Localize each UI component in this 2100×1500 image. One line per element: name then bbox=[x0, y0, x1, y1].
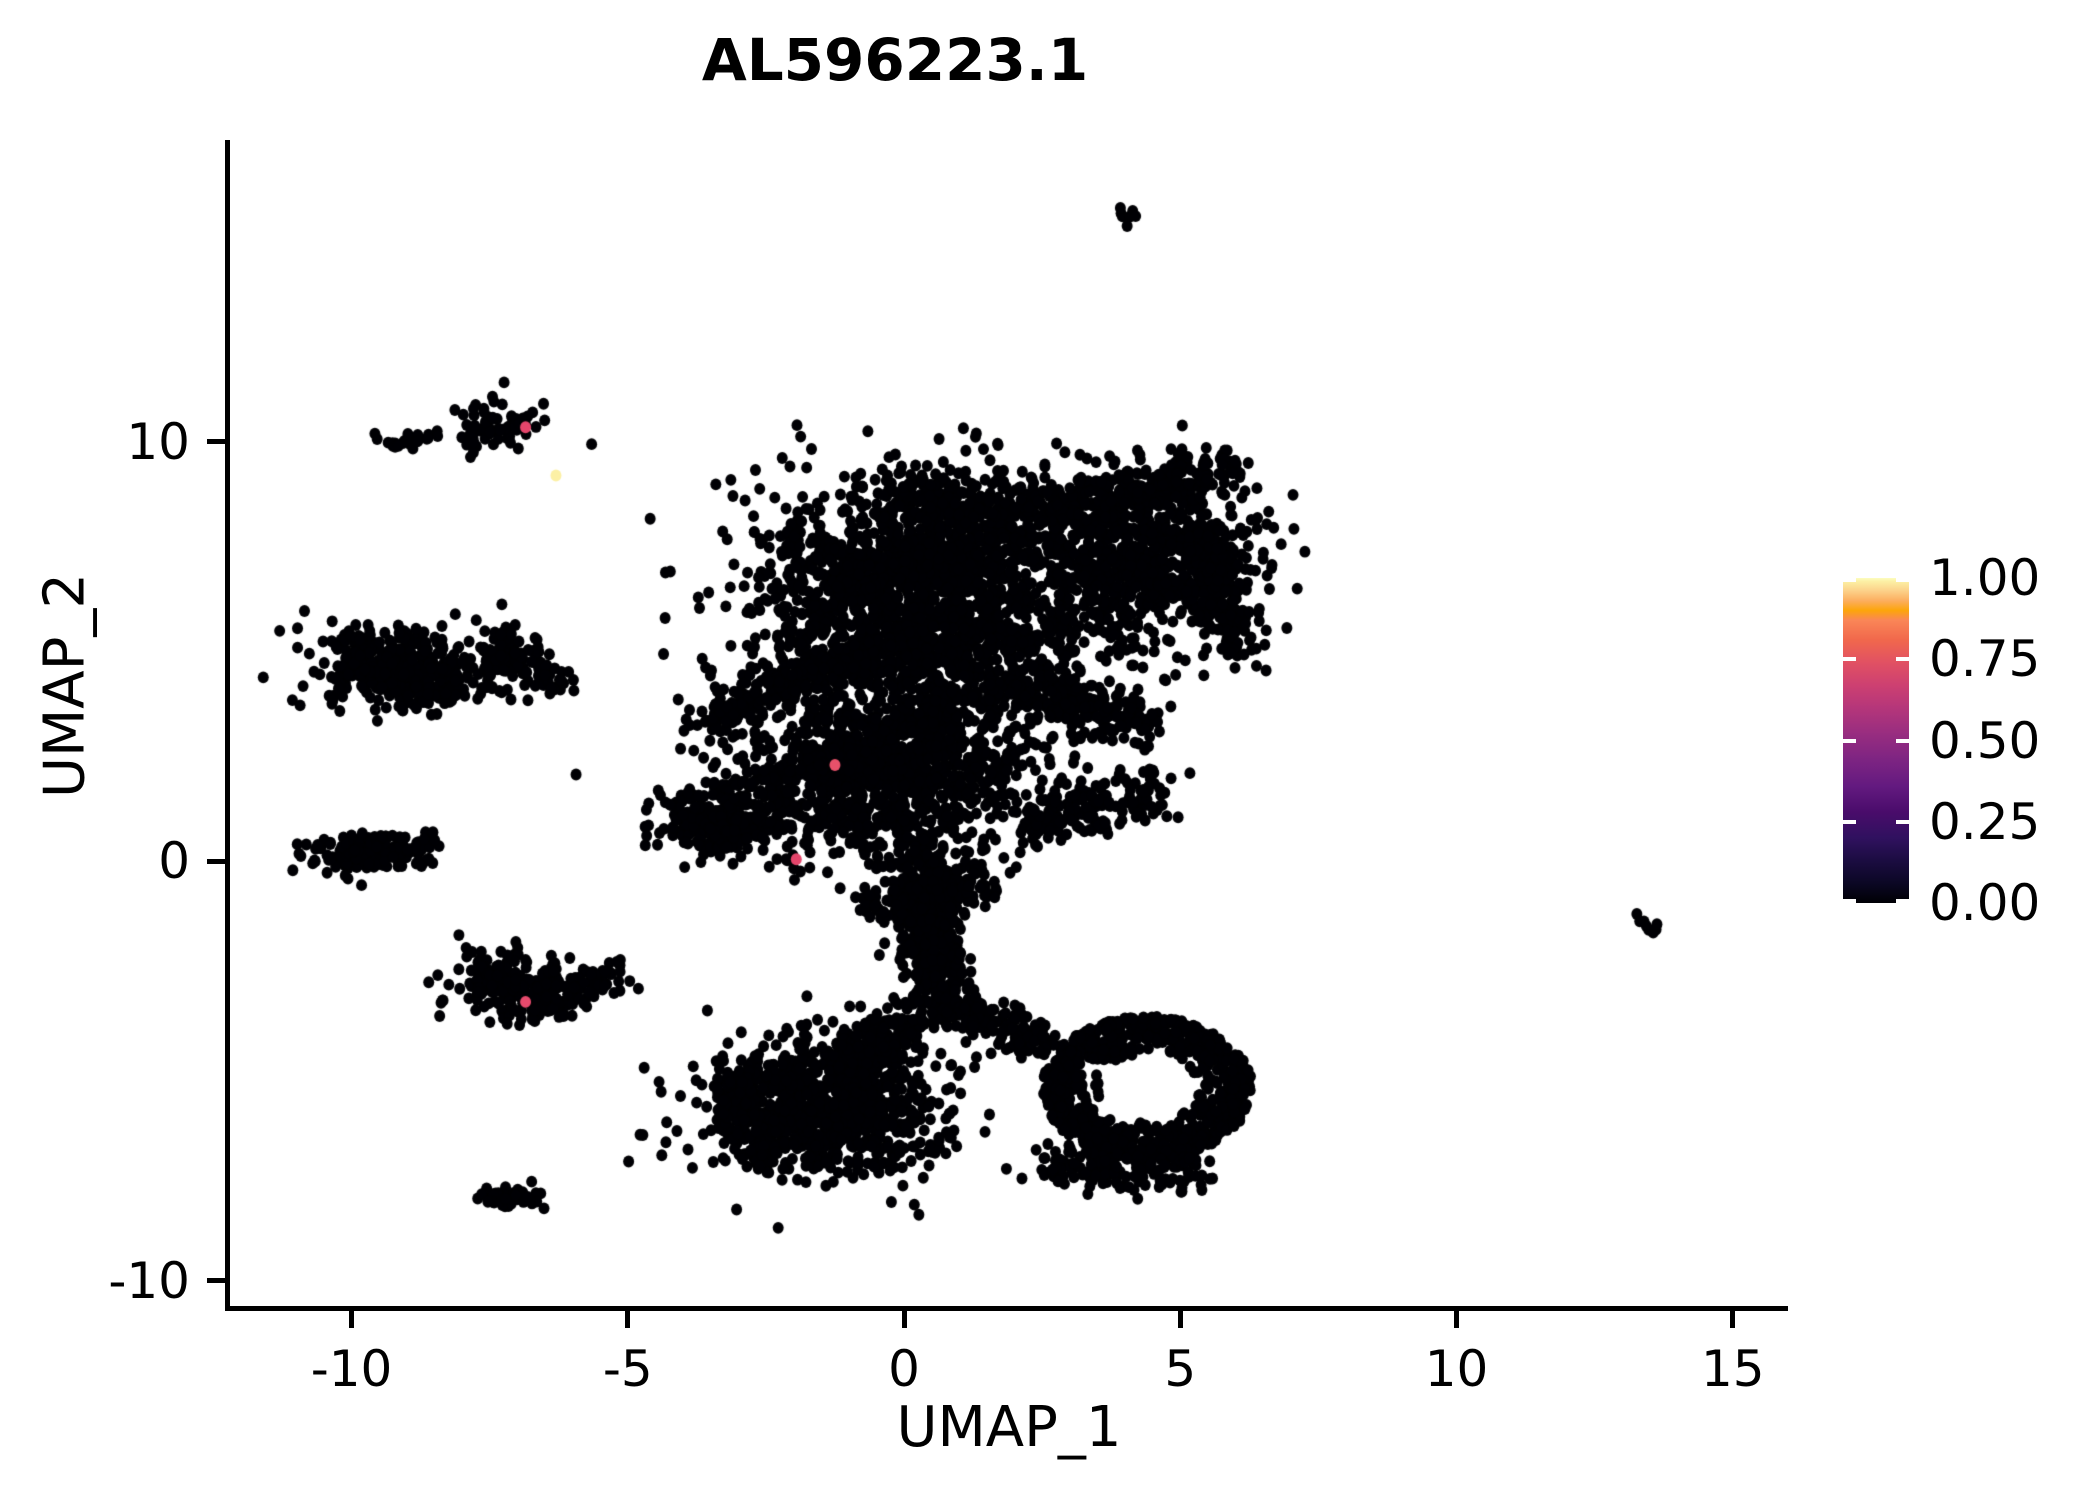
colorbar-tick-mark bbox=[1843, 657, 1856, 662]
y-tick-label: -10 bbox=[108, 1251, 190, 1310]
colorbar-tick-mark bbox=[1843, 819, 1856, 824]
x-tick-label: -5 bbox=[602, 1340, 653, 1398]
page-title: AL596223.1 bbox=[701, 26, 1089, 94]
x-tick-mark bbox=[901, 1310, 907, 1328]
x-tick-label: 10 bbox=[1424, 1340, 1489, 1398]
scatter-plot-canvas bbox=[230, 140, 1788, 1306]
colorbar-tick-label: 0.25 bbox=[1929, 792, 2041, 851]
x-axis-spine bbox=[225, 1306, 1788, 1311]
y-tick-mark bbox=[207, 439, 225, 445]
x-tick-mark bbox=[1454, 1310, 1459, 1328]
x-tick-label: 5 bbox=[1164, 1340, 1197, 1398]
plot-axes: -10 -5 0 5 10 15 -10 0 10 bbox=[108, 140, 1788, 1398]
colorbar-tick-mark bbox=[1896, 657, 1909, 662]
x-tick-mark bbox=[1730, 1310, 1736, 1328]
y-tick-label: 10 bbox=[126, 412, 190, 471]
x-axis-label: UMAP_1 bbox=[896, 1395, 1122, 1460]
y-tick-mark bbox=[207, 858, 225, 864]
colorbar-tick-label: 0.75 bbox=[1929, 630, 2041, 689]
colorbar-tick-mark bbox=[1843, 738, 1856, 743]
colorbar-tick-label: 1.00 bbox=[1929, 549, 2041, 607]
colorbar: 1.00 0.75 0.50 0.25 0.00 bbox=[1843, 549, 2100, 932]
x-tick-label: -10 bbox=[310, 1340, 393, 1398]
x-tick-mark bbox=[1177, 1310, 1183, 1328]
x-tick-mark bbox=[349, 1310, 355, 1328]
x-tick-mark bbox=[625, 1310, 631, 1328]
y-tick-mark bbox=[207, 1278, 225, 1284]
x-tick-label: 0 bbox=[888, 1340, 920, 1398]
colorbar-tick-mark bbox=[1896, 899, 1909, 903]
colorbar-tick-mark bbox=[1896, 578, 1909, 582]
colorbar-tick-label: 0.00 bbox=[1929, 874, 2041, 932]
colorbar-tick-mark bbox=[1896, 738, 1909, 743]
colorbar-tick-mark bbox=[1843, 899, 1856, 903]
colorbar-tick-mark bbox=[1843, 578, 1856, 582]
y-axis-spine bbox=[225, 140, 230, 1306]
x-tick-label: 15 bbox=[1700, 1340, 1765, 1398]
y-tick-label: 0 bbox=[158, 832, 190, 891]
colorbar-tick-label: 0.50 bbox=[1929, 711, 2041, 770]
colorbar-tick-mark bbox=[1896, 819, 1909, 824]
y-axis-label: UMAP_2 bbox=[32, 573, 98, 799]
